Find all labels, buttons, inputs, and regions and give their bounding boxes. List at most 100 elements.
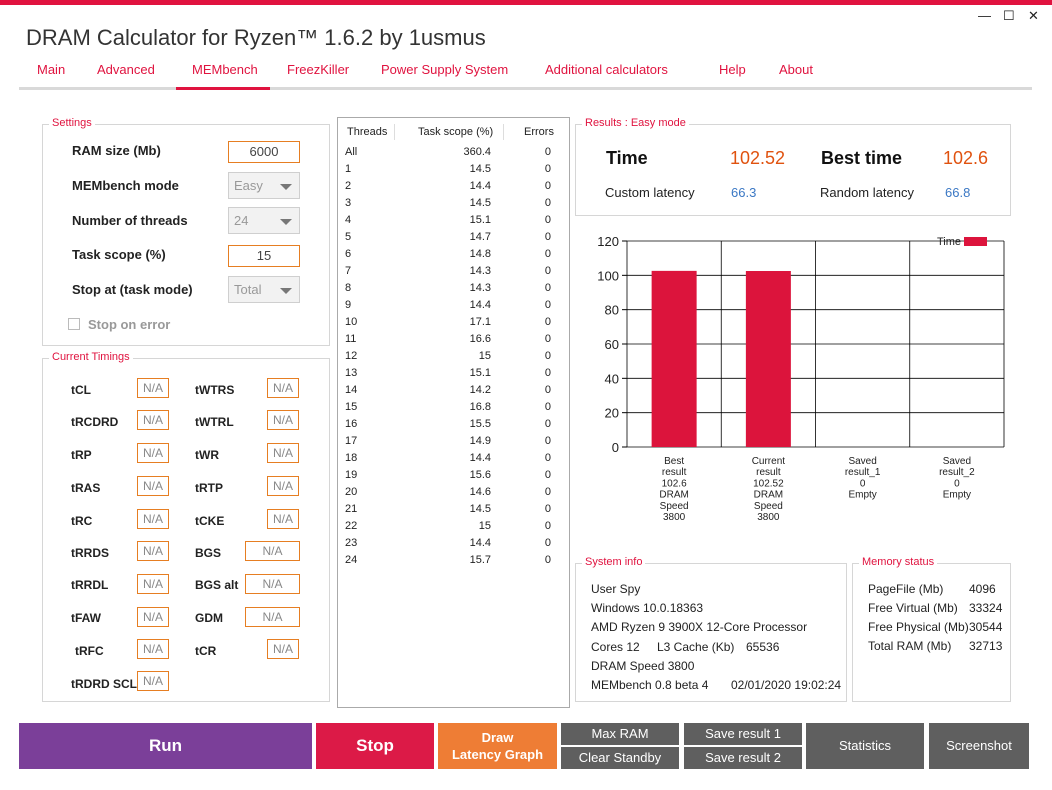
thread-cell: 2 (345, 180, 352, 192)
errors-cell: 0 (544, 486, 551, 498)
tab-help[interactable]: Help (719, 62, 746, 77)
memory-status-label: Free Physical (Mb) (868, 620, 969, 634)
thread-cell: 15 (345, 401, 358, 413)
timing-value-field[interactable]: N/A (137, 509, 169, 529)
timing-label: tRDRD SCL (71, 677, 137, 691)
timing-value-field[interactable]: N/A (137, 541, 169, 561)
timing-value-field[interactable]: N/A (267, 476, 299, 496)
custom-latency-value: 66.3 (731, 185, 757, 200)
save-result-2-button[interactable]: Save result 2 (684, 747, 802, 769)
draw-latency-graph-button[interactable]: Draw Latency Graph (438, 723, 557, 769)
timing-value-field[interactable]: N/A (245, 541, 300, 561)
tab-advanced[interactable]: Advanced (97, 62, 155, 77)
stop-button[interactable]: Stop (316, 723, 434, 769)
membench-mode-select[interactable]: Easy (228, 172, 300, 199)
minimize-icon[interactable]: — (978, 8, 991, 23)
tab-freezkiller[interactable]: FreezKiller (287, 62, 350, 77)
results-chart: 0 20 40 60 80 100 120 Best result 102.6 DRAM Speed 3… (575, 225, 1011, 541)
timing-value-field[interactable]: N/A (137, 671, 169, 691)
task-scope-cell: 360.4 (463, 146, 491, 158)
x-category-label: Best (664, 456, 684, 467)
thread-cell: 22 (345, 520, 358, 532)
y-tick-label: 120 (597, 234, 619, 249)
timing-value-field[interactable]: N/A (267, 410, 299, 430)
errors-cell: 0 (544, 401, 551, 413)
table-row: 20 14.6 0 (338, 486, 570, 503)
timing-value-field[interactable]: N/A (245, 607, 300, 627)
errors-cell: 0 (544, 231, 551, 243)
thread-cell: 7 (345, 265, 352, 277)
header-separator (394, 124, 395, 140)
timing-value-field[interactable]: N/A (267, 639, 299, 659)
timing-value-field[interactable]: N/A (137, 476, 169, 496)
statistics-button[interactable]: Statistics (806, 723, 924, 769)
maximize-icon[interactable]: ☐ (1003, 8, 1015, 23)
threads-select[interactable]: 24 (228, 207, 300, 234)
max-ram-button[interactable]: Max RAM (561, 723, 679, 745)
memory-status-label: PageFile (Mb) (868, 582, 944, 596)
errors-cell: 0 (544, 316, 551, 328)
clear-standby-button[interactable]: Clear Standby (561, 747, 679, 769)
timing-label: tCKE (195, 514, 225, 528)
stop-on-error-checkbox[interactable] (68, 318, 80, 330)
thread-cell: 4 (345, 214, 352, 226)
thread-cell: 16 (345, 418, 358, 430)
threads-table[interactable]: Threads Task scope (%) Errors All 360.4 0 1… (337, 117, 570, 708)
table-row: 13 15.1 0 (338, 367, 570, 384)
save-result-1-button[interactable]: Save result 1 (684, 723, 802, 745)
results-group: Results : Easy mode (575, 117, 1011, 216)
timing-label: tWTRS (195, 383, 235, 397)
y-tick-label: 100 (597, 268, 619, 283)
table-row: 7 14.3 0 (338, 265, 570, 282)
timing-value-field[interactable]: N/A (137, 639, 169, 659)
memory-status-value: 32713 (969, 639, 1003, 653)
x-category-label: result (662, 467, 687, 478)
errors-cell: 0 (544, 248, 551, 260)
timing-value-field[interactable]: N/A (245, 574, 300, 594)
thread-cell: 21 (345, 503, 358, 515)
errors-cell: 0 (544, 282, 551, 294)
screenshot-button[interactable]: Screenshot (929, 723, 1029, 769)
timing-value-field[interactable]: N/A (267, 509, 299, 529)
accent-top-bar (0, 0, 1052, 5)
chart-bar (745, 271, 791, 447)
tab-membench[interactable]: MEMbench (192, 62, 258, 77)
chevron-down-icon (280, 184, 292, 190)
tab-main[interactable]: Main (37, 62, 66, 77)
table-row: 9 14.4 0 (338, 299, 570, 316)
errors-cell: 0 (544, 197, 551, 209)
task-scope-cell: 15 (478, 350, 491, 362)
timing-label: GDM (195, 611, 223, 625)
timing-value-field[interactable]: N/A (137, 378, 169, 398)
timing-value-field[interactable]: N/A (137, 607, 169, 627)
table-row: 3 14.5 0 (338, 197, 570, 214)
task-scope-cell: 14.4 (469, 452, 491, 464)
system-os: Windows 10.0.18363 (591, 601, 704, 615)
timing-value-field[interactable]: N/A (267, 378, 299, 398)
timing-label: tRP (71, 448, 92, 462)
errors-cell: 0 (544, 299, 551, 311)
thread-cell: 3 (345, 197, 352, 209)
errors-cell: 0 (544, 418, 551, 430)
run-button[interactable]: Run (19, 723, 312, 769)
timing-value-field[interactable]: N/A (137, 410, 169, 430)
ram-size-input[interactable]: 6000 (228, 141, 300, 163)
tab-additional-calculators[interactable]: Additional calculators (545, 62, 668, 77)
task-scope-input[interactable]: 15 (228, 245, 300, 267)
app-title: DRAM Calculator for Ryzen™ 1.6.2 by 1usm… (26, 25, 486, 50)
table-row: 19 15.6 0 (338, 469, 570, 486)
tab-power-supply-system[interactable]: Power Supply System (381, 62, 509, 77)
timing-value-field[interactable]: N/A (137, 574, 169, 594)
errors-cell: 0 (544, 384, 551, 396)
task-scope-cell: 14.4 (469, 299, 491, 311)
tab-about[interactable]: About (779, 62, 813, 77)
close-icon[interactable]: ✕ (1028, 8, 1039, 23)
stop-at-select[interactable]: Total (228, 276, 300, 303)
timing-value-field[interactable]: N/A (137, 443, 169, 463)
timing-value-field[interactable]: N/A (267, 443, 299, 463)
settings-group: Settings (42, 117, 330, 346)
task-scope-cell: 14.4 (469, 180, 491, 192)
table-header-errors: Errors (524, 126, 554, 138)
random-latency-value: 66.8 (945, 185, 971, 200)
timing-label: tRTP (195, 481, 223, 495)
